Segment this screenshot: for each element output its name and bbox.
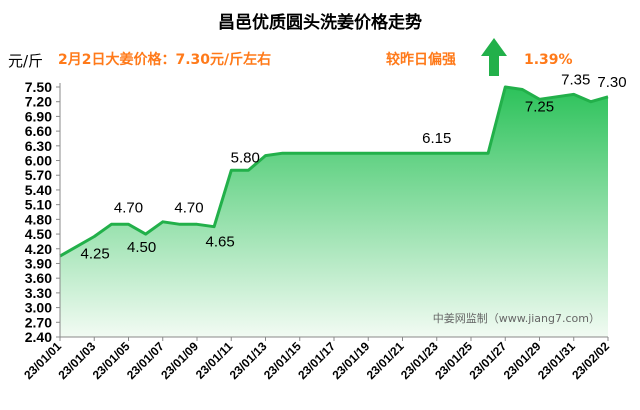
change-label: 较昨日偏强 (386, 51, 456, 68)
y-tick-label: 3.00 (25, 300, 52, 316)
data-label: 5.80 (231, 149, 260, 166)
y-tick-label: 4.80 (25, 211, 52, 227)
y-tick-label: 3.90 (25, 255, 52, 271)
y-tick-label: 6.60 (25, 123, 52, 139)
data-label: 7.25 (525, 98, 554, 115)
chart-title: 昌邑优质圆头洗姜价格走势 (218, 12, 422, 33)
data-label: 4.70 (174, 199, 203, 216)
unit-label: 元/斤 (8, 52, 43, 70)
data-label: 4.25 (81, 245, 110, 262)
price-note: 2月2日大姜价格：7.30元/斤左右 (58, 51, 271, 68)
y-tick-label: 6.30 (25, 138, 52, 154)
up-arrow-icon (481, 38, 507, 76)
area-fill (60, 87, 608, 337)
y-tick-label: 6.00 (25, 153, 52, 169)
x-tick-label: 23/02/02 (569, 339, 612, 382)
y-tick-label: 4.20 (25, 241, 52, 257)
y-tick-label: 5.40 (25, 182, 52, 198)
data-label: 6.15 (422, 130, 451, 147)
x-tick-label: 23/01/09 (158, 339, 201, 382)
y-tick-label: 3.60 (25, 270, 52, 286)
plot-area: 2.402.703.003.303.603.904.204.504.805.10… (21, 71, 626, 382)
change-value: 1.39% (524, 52, 573, 68)
y-tick-label: 7.20 (25, 94, 52, 110)
price-line (59, 85, 609, 258)
y-tick-label: 5.10 (25, 197, 52, 213)
data-label: 4.65 (206, 234, 235, 251)
y-tick-label: 6.90 (25, 108, 52, 124)
y-tick-label: 5.70 (25, 167, 52, 183)
data-label: 7.30 (597, 74, 626, 91)
watermark: 中姜网监制（www.jiang7.com） (433, 311, 600, 325)
y-tick-label: 4.50 (25, 226, 52, 242)
data-label: 4.70 (114, 199, 143, 216)
y-tick-label: 3.30 (25, 285, 52, 301)
y-tick-label: 2.70 (25, 314, 52, 330)
data-label: 4.50 (127, 239, 156, 256)
y-tick-label: 7.50 (25, 79, 52, 95)
y-tick-label: 2.40 (25, 329, 52, 345)
data-label: 7.35 (561, 71, 590, 88)
